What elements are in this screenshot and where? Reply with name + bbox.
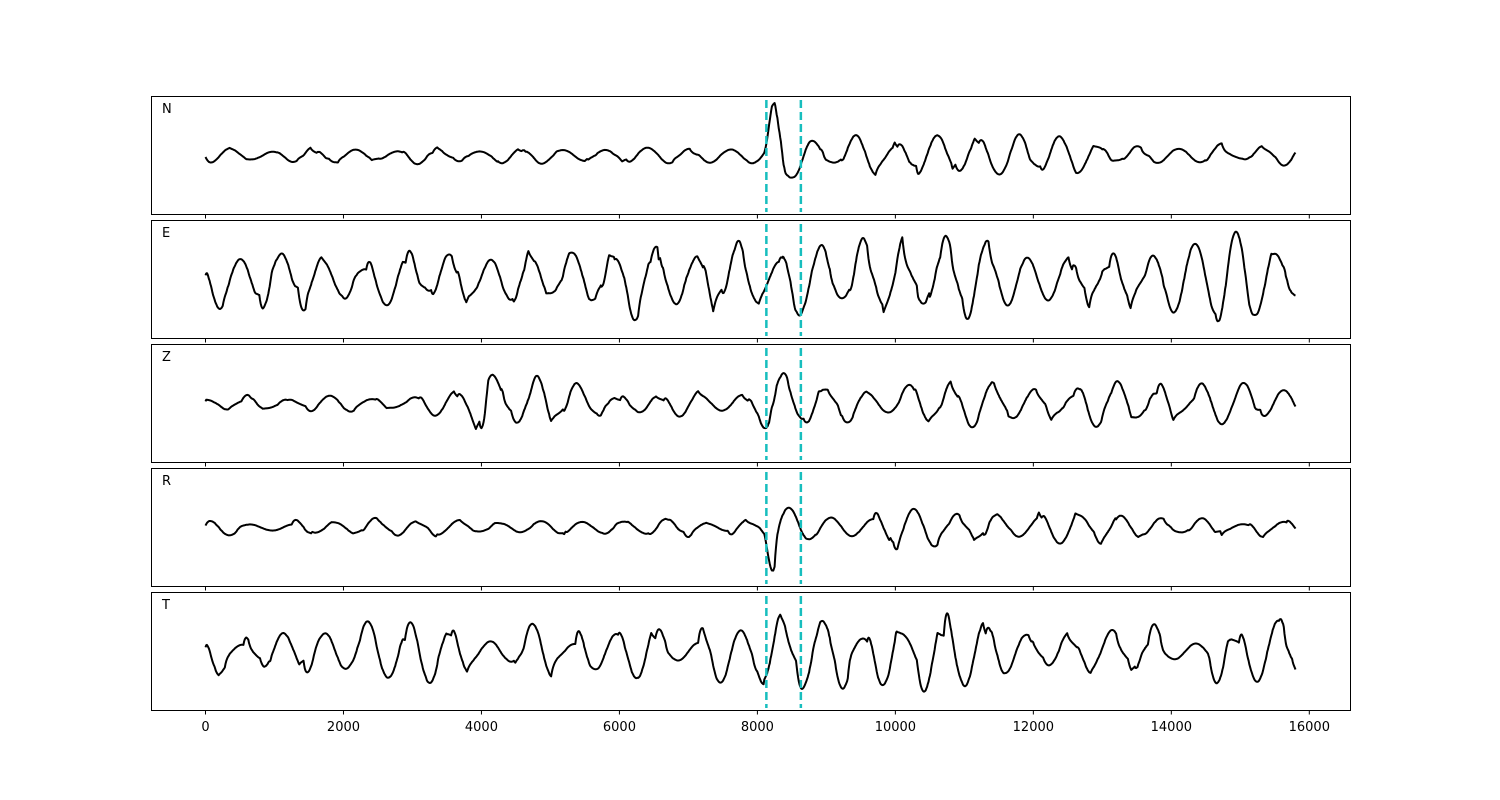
trace-label: Z — [162, 350, 171, 365]
trace-panel-T: T 0 2000 4000 6000 8000 10000 12000 14000 16000 — [151, 592, 1351, 735]
trace-panel-E: E — [151, 220, 1351, 343]
trace-label: R — [162, 474, 171, 489]
trace-label: E — [162, 226, 170, 241]
waveform-T — [204, 612, 1297, 693]
trace-panel-Z: Z — [151, 344, 1351, 467]
x-tick-label: 4000 — [465, 720, 498, 735]
waveform-N — [204, 102, 1297, 179]
axes-frame — [151, 344, 1351, 463]
x-tick-label: 10000 — [875, 720, 916, 735]
axes-frame — [151, 220, 1351, 339]
trace-panel-N: N — [151, 96, 1351, 219]
waveform-R — [204, 506, 1297, 572]
trace-panel-R: R — [151, 468, 1351, 591]
trace-label: N — [162, 102, 172, 117]
x-tick-label: 16000 — [1289, 720, 1330, 735]
x-tick-label: 6000 — [603, 720, 636, 735]
axes-frame — [151, 96, 1351, 215]
waveform-Z — [204, 372, 1297, 430]
x-tick-label: 12000 — [1013, 720, 1054, 735]
waveform-E — [204, 230, 1296, 323]
x-tick-label: 2000 — [327, 720, 360, 735]
x-tick-label: 8000 — [741, 720, 774, 735]
x-tick-label: 0 — [201, 720, 209, 735]
trace-label: T — [161, 598, 170, 613]
x-tick-label: 14000 — [1151, 720, 1192, 735]
